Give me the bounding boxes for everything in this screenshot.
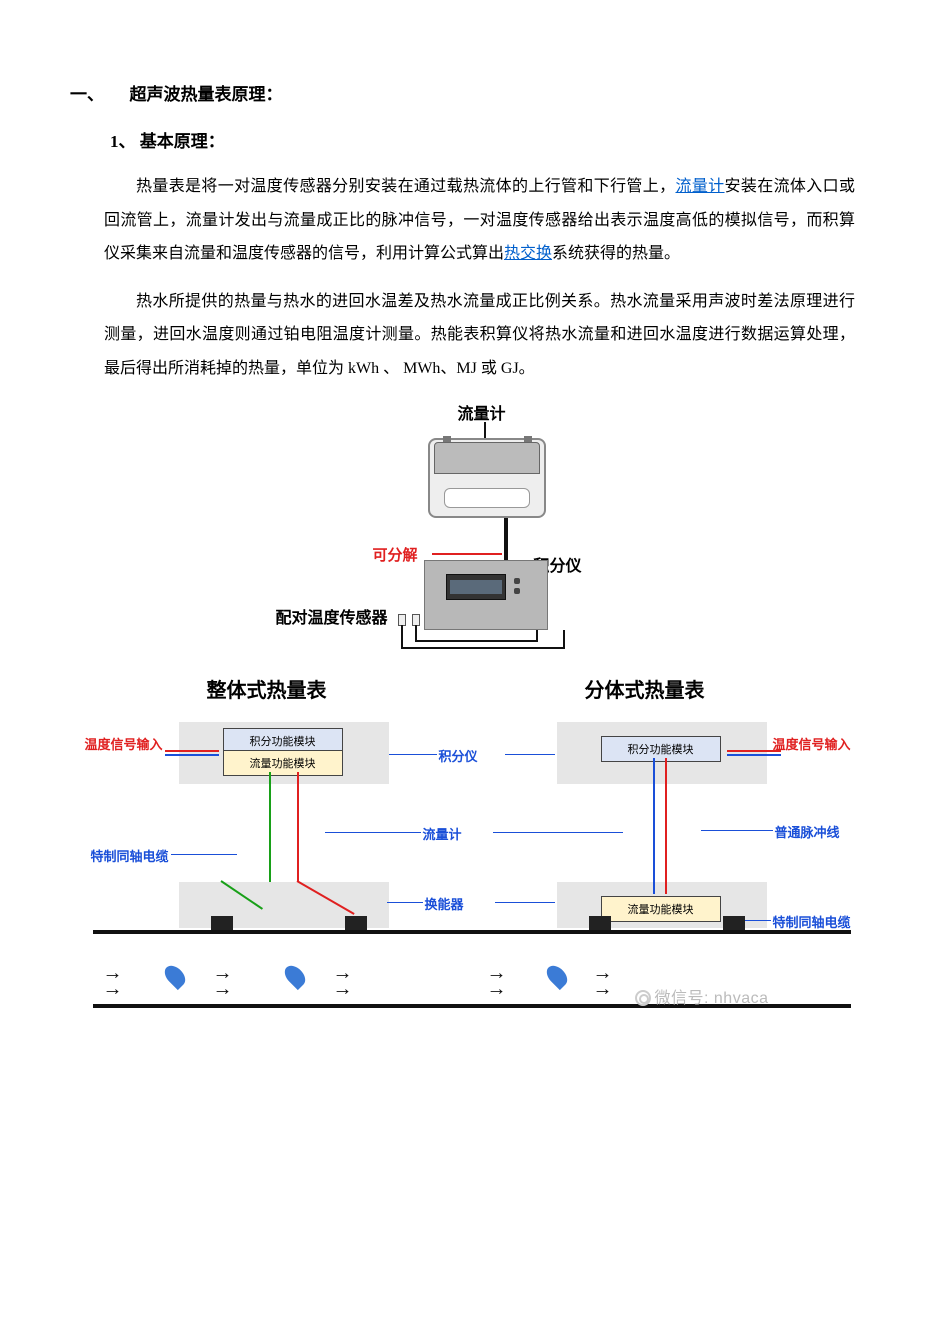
label-integrator: 积分仪 — [439, 746, 478, 765]
para1-pre: 热量表是将一对温度传感器分别安装在通过载热流体的上行管和下行管上， — [136, 178, 675, 195]
flow-arrow: → — [333, 978, 353, 1001]
integrator-button-2 — [514, 588, 520, 594]
transducer-r1 — [589, 916, 611, 930]
line-coax-ptr-l — [171, 854, 237, 855]
watermark-text: 微信号: nhvaca — [655, 990, 769, 1007]
line-tr-ptr-r — [495, 902, 555, 903]
flow-arrow: → — [593, 978, 613, 1001]
separable-label: 可分解 — [373, 544, 418, 565]
line-temp-blue-r — [727, 754, 781, 756]
flowmeter-label: 流量计 — [458, 400, 506, 424]
flowmeter-handle-right — [524, 436, 532, 442]
label-coax-left: 特制同轴电缆 — [91, 846, 169, 865]
transducer-r2 — [723, 916, 745, 930]
cable-blue-r-v — [653, 758, 655, 894]
module-flow-left: 流量功能模块 — [223, 750, 343, 776]
cable-seg-5 — [563, 630, 565, 649]
flow-arrow: → — [213, 978, 233, 1001]
pipe-top — [93, 930, 851, 934]
flow-arrow: → — [487, 978, 507, 1001]
line-int-ptr-l — [389, 754, 437, 755]
flow-drop-icon — [542, 961, 570, 989]
label-temp-in-right: 温度信号输入 — [773, 734, 851, 753]
flowmeter-slot — [444, 488, 530, 508]
label-pulse-line: 普通脉冲线 — [775, 822, 840, 841]
line-int-ptr-r — [505, 754, 555, 755]
flow-arrow: → — [103, 978, 123, 1001]
cable-green-l-v — [269, 772, 271, 882]
connector-vertical — [504, 518, 508, 560]
integrator-button-1 — [514, 578, 520, 584]
cable-red-l-v — [297, 772, 299, 882]
para1-post: 系统获得的热量。 — [552, 245, 680, 262]
label-coax-right: 特制同轴电缆 — [773, 912, 851, 931]
watermark: 微信号: nhvaca — [635, 984, 769, 1008]
separable-line — [432, 553, 502, 555]
module-integral-right: 积分功能模块 — [601, 736, 721, 762]
paragraph-1: 热量表是将一对温度传感器分别安装在通过载热流体的上行管和下行管上，流量计安装在流… — [104, 170, 855, 271]
transducer-l2 — [345, 916, 367, 930]
diagram-components: 流量计 可分解 积分仪 配对温度传感器 — [288, 400, 658, 660]
transducer-l1 — [211, 916, 233, 930]
line-tr-ptr-l — [387, 902, 423, 903]
integrator-display-screen — [450, 580, 502, 594]
pair-sensor-label: 配对温度传感器 — [276, 604, 388, 628]
flow-drop-icon — [160, 961, 188, 989]
sub-heading: 1、 基本原理： — [110, 127, 855, 152]
cable-red-r-v — [665, 758, 667, 894]
flowmeter-handle-left — [443, 436, 451, 442]
line-fm-ptr-l — [325, 832, 421, 833]
link-flowmeter[interactable]: 流量计 — [675, 178, 724, 195]
title-integrated: 整体式热量表 — [207, 674, 327, 703]
paragraph-2: 热水所提供的热量与热水的进回水温差及热水流量成正比例关系。热水流量采用声波时差法… — [104, 285, 855, 386]
flow-drop-icon — [280, 961, 308, 989]
flowmeter-top — [434, 442, 540, 474]
wechat-icon — [635, 990, 651, 1006]
line-fm-ptr-r — [493, 832, 623, 833]
label-temp-in-left: 温度信号输入 — [85, 734, 163, 753]
line-temp-red-l — [165, 750, 219, 752]
cable-seg-1 — [401, 625, 403, 647]
diagram-comparison: 整体式热量表 分体式热量表 积分功能模块 流量功能模块 积分功能模块 流量功能模… — [93, 674, 853, 1064]
line-temp-blue-l — [165, 754, 219, 756]
cable-seg-6 — [536, 630, 538, 642]
cable-seg-3 — [401, 647, 565, 649]
flowmeter-pointer-line — [484, 422, 486, 438]
main-heading: 一、 超声波热量表原理： — [70, 80, 855, 105]
label-transducer-center: 换能器 — [425, 894, 464, 913]
line-pulse-ptr — [701, 830, 773, 831]
line-temp-red-r — [727, 750, 781, 752]
cable-seg-4 — [415, 640, 538, 642]
title-split: 分体式热量表 — [585, 674, 705, 703]
label-flowmeter-center: 流量计 — [423, 824, 462, 843]
module-flow-right: 流量功能模块 — [601, 896, 721, 922]
link-heat-exchange[interactable]: 热交换 — [504, 245, 552, 262]
